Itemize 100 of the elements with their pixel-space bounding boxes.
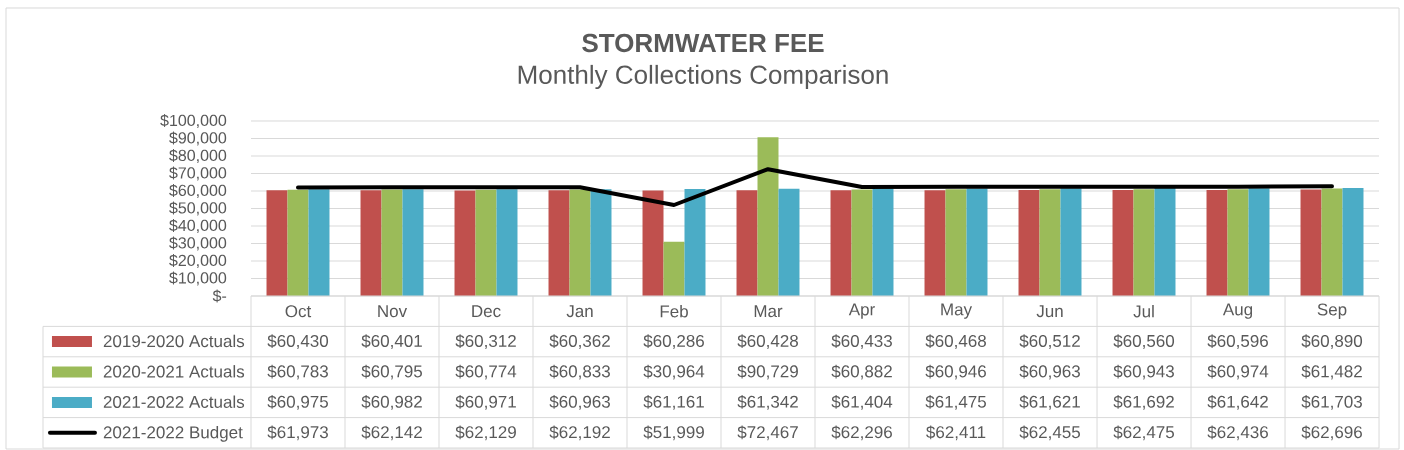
- data-label: $62,455: [1019, 425, 1080, 441]
- x-tick-label: Feb: [660, 304, 688, 318]
- data-label: $60,971: [455, 395, 516, 410]
- legend-label: 2019-2020 Actuals: [103, 334, 245, 348]
- data-label: $60,560: [1113, 334, 1175, 349]
- bar: [402, 189, 424, 296]
- data-label: $62,696: [1301, 425, 1362, 441]
- bar: [1112, 190, 1134, 296]
- data-label: $51,999: [643, 425, 704, 441]
- bar: [872, 188, 894, 296]
- bar: [381, 189, 403, 296]
- bar: [1154, 188, 1176, 296]
- data-label: $60,774: [455, 364, 517, 380]
- data-label: $61,482: [1301, 364, 1362, 380]
- data-label: $60,596: [1207, 334, 1268, 349]
- bar: [1133, 189, 1155, 296]
- y-tick-label: $10,000: [169, 271, 227, 286]
- data-label: $60,401: [361, 334, 422, 349]
- bar: [1227, 189, 1249, 296]
- bar: [966, 188, 988, 296]
- data-label: $60,963: [549, 395, 610, 410]
- bar: [642, 190, 664, 296]
- bar: [1342, 188, 1364, 296]
- x-tick-label: May: [941, 303, 973, 319]
- data-label: $60,783: [267, 364, 328, 380]
- bar: [663, 241, 685, 296]
- y-tick-label: $50,000: [169, 201, 227, 216]
- data-label: $62,411: [926, 425, 986, 441]
- x-tick-label: Aug: [1222, 303, 1253, 319]
- data-label: $62,475: [1113, 425, 1174, 441]
- bar: [287, 189, 309, 296]
- x-tick-label: Jun: [1036, 305, 1063, 318]
- legend-label: 2021-2022 Actuals: [103, 395, 245, 408]
- bar: [851, 189, 873, 296]
- bar: [1018, 190, 1040, 296]
- data-label: $60,512: [1019, 334, 1080, 349]
- line-series: [296, 167, 1334, 207]
- data-label: $62,142: [361, 425, 422, 441]
- data-label: $61,161: [643, 395, 704, 410]
- y-tick-label: $40,000: [169, 219, 227, 233]
- bar: [778, 188, 800, 296]
- bar: [496, 189, 518, 296]
- data-label: $60,468: [925, 334, 986, 349]
- bar: [1321, 188, 1343, 296]
- legend-label: 2020-2021 Actuals: [103, 365, 245, 378]
- bar: [1039, 189, 1061, 296]
- data-label: $60,982: [361, 395, 422, 410]
- bar: [1300, 189, 1322, 296]
- data-label: $62,129: [455, 425, 516, 441]
- x-tick-label: Sep: [1317, 303, 1347, 319]
- data-label: $60,974: [1207, 364, 1269, 380]
- y-tick-label: $60,000: [169, 184, 227, 198]
- bar: [1206, 189, 1228, 296]
- x-tick-label: Jan: [566, 305, 593, 318]
- x-tick-label: Apr: [848, 303, 875, 319]
- x-tick-label: Mar: [754, 305, 783, 318]
- data-label: $60,963: [1019, 364, 1080, 380]
- x-tick-label: Nov: [378, 305, 408, 318]
- bar: [266, 190, 288, 296]
- x-tick-label: Dec: [472, 305, 501, 318]
- data-label: $61,475: [925, 395, 986, 410]
- bar: [684, 188, 706, 296]
- data-label: $60,286: [643, 334, 704, 349]
- data-label: $61,642: [1207, 395, 1268, 410]
- y-tick-label: $70,000: [169, 166, 227, 181]
- data-label: $60,312: [455, 334, 516, 349]
- bar: [757, 137, 779, 296]
- bar: [569, 189, 591, 296]
- bar: [454, 190, 476, 296]
- data-label: $62,436: [1207, 425, 1268, 441]
- bar: [548, 190, 570, 296]
- y-tick-label: $-: [212, 289, 227, 303]
- data-label: $62,296: [831, 425, 892, 441]
- data-label: $60,943: [1113, 364, 1174, 380]
- bar: [736, 190, 758, 296]
- bar: [360, 190, 382, 296]
- data-label: $60,882: [831, 364, 892, 380]
- data-label: $60,833: [549, 364, 610, 380]
- data-label: $61,973: [267, 425, 328, 441]
- data-label: $60,946: [925, 364, 986, 380]
- data-label: $60,433: [831, 334, 892, 349]
- chart-subtitle: Monthly Collections Comparison: [518, 64, 888, 90]
- data-label: $60,430: [267, 334, 329, 349]
- y-tick-label: $90,000: [169, 131, 227, 146]
- data-label: $72,467: [737, 425, 798, 441]
- data-label: $60,975: [267, 395, 328, 410]
- data-label: $61,621: [1019, 395, 1080, 410]
- data-label: $60,795: [361, 364, 422, 380]
- bar: [924, 190, 946, 296]
- bar: [830, 190, 852, 296]
- legend-label: 2021-2022 Budget: [103, 425, 243, 442]
- data-label: $60,890: [1301, 334, 1363, 349]
- x-tick-label: Oct: [285, 305, 312, 318]
- data-label: $61,703: [1301, 395, 1362, 410]
- y-tick-label: $30,000: [169, 236, 227, 251]
- y-tick-label: $80,000: [169, 149, 227, 163]
- bar: [1060, 188, 1082, 296]
- data-label: $61,692: [1113, 395, 1174, 410]
- x-tick-label: Jul: [1133, 304, 1154, 318]
- bar: [475, 189, 497, 296]
